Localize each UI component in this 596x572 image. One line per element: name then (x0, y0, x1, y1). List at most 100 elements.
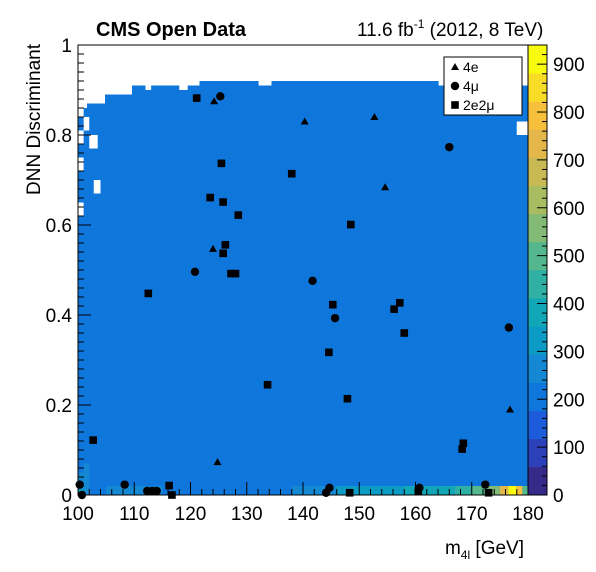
event-4e (213, 458, 222, 466)
heatmap-column (393, 81, 399, 495)
heatmap-column (267, 85, 273, 495)
legend-marker-square (451, 101, 459, 109)
heatmap-column (483, 85, 489, 495)
heatmap-column (496, 85, 502, 495)
heatmap-column (168, 85, 174, 495)
event-4mu (481, 480, 490, 489)
event-2e2mu (390, 305, 398, 313)
heatmap-empty-cell (78, 157, 84, 171)
heatmap-column (235, 81, 241, 495)
heatmap-column (285, 81, 291, 495)
heatmap-column (109, 94, 115, 495)
legend-marker-triangle (451, 63, 459, 70)
event-2e2mu (231, 269, 240, 278)
heatmap-column (222, 81, 228, 495)
heatmap-cell (78, 472, 90, 486)
heatmap-column (339, 81, 345, 495)
event-2e2mu (219, 198, 227, 206)
y-tick-label: 0.2 (46, 396, 72, 417)
heatmap-column (478, 85, 484, 495)
heatmap-column (298, 81, 304, 495)
heatmap-cell (499, 486, 509, 495)
heatmap-empty-cell (78, 103, 84, 117)
heatmap-empty-cell (78, 202, 84, 216)
color-scale-label: 0 (553, 486, 564, 507)
y-tick-label: 0.4 (46, 306, 73, 327)
heatmap-column (447, 85, 453, 495)
heatmap-column (172, 85, 178, 495)
heatmap-column (348, 81, 354, 495)
color-scale-label: 200 (553, 390, 585, 411)
heatmap-column (402, 81, 408, 495)
color-scale-band (528, 410, 547, 440)
heatmap-cell (106, 486, 135, 495)
heatmap-cell (370, 486, 405, 495)
heatmap-column (492, 85, 498, 495)
heatmap-column (352, 81, 358, 495)
legend-marker-circle (450, 81, 460, 91)
heatmap-cell (522, 486, 528, 495)
color-scale-label: 500 (553, 247, 585, 268)
heatmap-column (141, 85, 147, 495)
event-2e2mu (484, 488, 493, 497)
header-right-suffix: (2012, 8 TeV) (424, 20, 543, 41)
heatmap-column (514, 85, 520, 495)
color-scale-band (528, 466, 547, 496)
y-axis-label: DNN Discriminant (24, 43, 45, 195)
event-4mu (330, 313, 340, 323)
x-tick-label: 140 (287, 504, 319, 525)
heatmap-column (100, 103, 106, 495)
heatmap-column (294, 81, 300, 495)
heatmap-column (163, 85, 169, 495)
event-4mu (325, 483, 334, 492)
heatmap-column (190, 85, 196, 495)
event-4mu (120, 480, 129, 489)
color-scale-label: 900 (553, 55, 585, 76)
y-tick-label: 0 (61, 486, 72, 507)
heatmap-empty-cell (78, 130, 84, 144)
heatmap-column (226, 81, 232, 495)
heatmap-column (231, 81, 237, 495)
heatmap-column (424, 81, 430, 495)
event-2e2mu (263, 380, 272, 389)
event-2e2mu (329, 300, 337, 309)
heatmap-cell (516, 486, 523, 495)
heatmap-cell (471, 486, 489, 495)
heatmap-column (442, 85, 448, 495)
heatmap-column (456, 85, 462, 495)
color-scale-band (528, 326, 547, 355)
color-scale-band (528, 157, 547, 187)
heatmap-column (262, 85, 268, 495)
color-scale-band (528, 438, 547, 468)
legend-label: 4e (463, 59, 479, 75)
heatmap-column (181, 85, 187, 495)
heatmap-column (415, 81, 421, 495)
heatmap-column (361, 81, 367, 495)
event-2e2mu (206, 193, 214, 202)
event-2e2mu (287, 169, 296, 178)
event-2e2mu (459, 439, 468, 448)
heatmap-column (78, 108, 84, 495)
heatmap-column (127, 94, 133, 495)
heatmap-column (159, 85, 165, 495)
heatmap-column (523, 85, 529, 495)
heatmap-column (397, 81, 403, 495)
heatmap-empty-cell (89, 135, 98, 149)
heatmap-column (438, 85, 444, 495)
heatmap-empty-cell (145, 81, 152, 90)
color-scale-label: 700 (553, 151, 585, 172)
header-right-sup: -1 (414, 17, 425, 31)
heatmap-column (469, 85, 475, 495)
heatmap-column (249, 81, 255, 495)
heatmap-column (474, 85, 480, 495)
color-scale-label: 400 (553, 295, 585, 316)
event-2e2mu (192, 94, 201, 102)
event-2e2mu (234, 211, 243, 219)
color-scale-band (528, 382, 547, 412)
heatmap-cell (508, 486, 517, 495)
heatmap-column (384, 81, 390, 495)
legend-label: 2e2μ (463, 97, 494, 113)
event-4e (210, 97, 219, 105)
legend-label: 4μ (463, 78, 479, 94)
